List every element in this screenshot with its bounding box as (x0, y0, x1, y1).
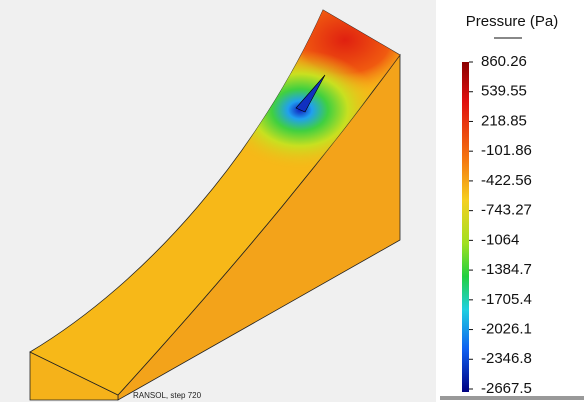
color-bar (462, 62, 469, 392)
tick-label: -743.27 (481, 202, 532, 219)
tick-label: -101.86 (481, 142, 532, 159)
screen: RANSOL, step 720 Pressure (Pa) 860.26 539… (0, 0, 584, 402)
tick-label: 539.55 (481, 83, 527, 100)
tick-label: -2667.5 (481, 380, 532, 397)
caption: RANSOL, step 720 (133, 391, 202, 400)
tick-label: -1064 (481, 231, 519, 248)
tick-label: 218.85 (481, 112, 527, 129)
tick-label: -1384.7 (481, 261, 532, 278)
tick-label: 860.26 (481, 53, 527, 70)
tick-label: -2026.1 (481, 321, 532, 338)
tick-label: -1705.4 (481, 291, 532, 308)
tick-label: -2346.8 (481, 350, 532, 367)
legend-title: Pressure (Pa) (466, 13, 559, 30)
tick-label: -422.56 (481, 172, 532, 189)
